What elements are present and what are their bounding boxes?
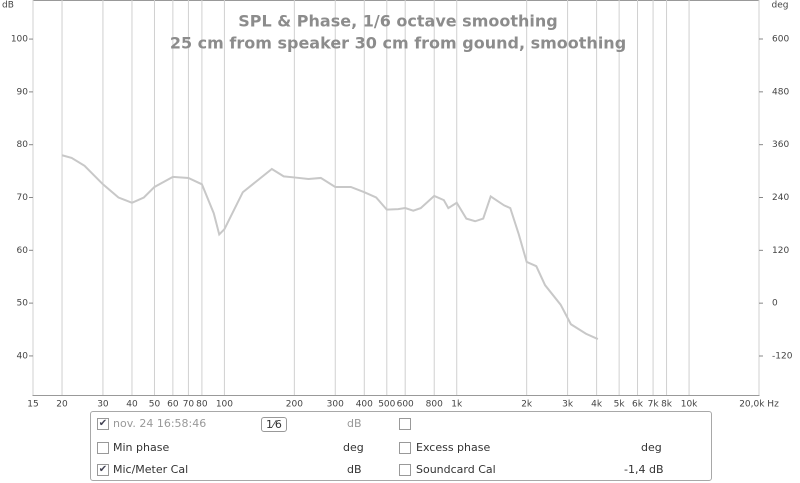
checkbox[interactable]: ✔ [97, 418, 109, 430]
checkbox[interactable] [399, 418, 411, 430]
data-line [61, 154, 599, 340]
unit: deg [343, 441, 364, 454]
y2-tick-label: 480 [772, 87, 789, 97]
y-tick-label: 70 [17, 193, 29, 203]
excess-phase-label: Excess phase [416, 441, 491, 454]
legend-panel: ✔ nov. 24 16:58:46 1⁄6 dB Min phase deg … [90, 411, 712, 481]
chart-title: SPL & Phase, 1/6 octave smoothing [238, 12, 557, 31]
checkbox[interactable] [399, 442, 411, 454]
y-tick-label: 60 [17, 246, 29, 256]
y2-tick-label: -120 [772, 351, 793, 361]
x-tick-label: 600 [397, 400, 414, 410]
x-tick-label: 8k [661, 400, 673, 410]
y-unit: dB [2, 1, 14, 11]
x-tick-label: 7k [648, 400, 660, 410]
min-phase-label: Min phase [113, 441, 170, 454]
x-tick-label: 15 [27, 400, 38, 410]
x-tick-label: 70 [183, 400, 195, 410]
y2-tick-label: 240 [772, 193, 789, 203]
x-tick-label: 50 [149, 400, 161, 410]
x-tick-label: 800 [426, 400, 443, 410]
y-tick-label: 80 [17, 140, 29, 150]
x-tick-label: 200 [286, 400, 303, 410]
x-tick-label: 3k [562, 400, 574, 410]
checkbox[interactable] [399, 464, 411, 476]
x-tick-label: 500 [378, 400, 395, 410]
x-tick-label: 6k [632, 400, 644, 410]
unit: dB [347, 463, 362, 476]
chart: SPL & Phase, 1/6 octave smoothing 25 cm … [2, 0, 793, 410]
mic-cal-label: Mic/Meter Cal [113, 463, 189, 476]
y2-tick-label: 600 [772, 35, 789, 45]
x-tick-label: 20,0k Hz [739, 400, 779, 410]
x-tick-label: 1k [451, 400, 463, 410]
y-tick-label: 40 [17, 351, 29, 361]
x-tick-label: 40 [126, 400, 138, 410]
unit: deg [641, 441, 662, 454]
x-tick-label: 30 [97, 400, 109, 410]
x-tick-label: 80 [196, 400, 208, 410]
unit: dB [347, 417, 362, 430]
checkbox[interactable] [97, 442, 109, 454]
measurement-label: nov. 24 16:58:46 [113, 417, 207, 430]
checkbox[interactable]: ✔ [97, 464, 109, 476]
smoothing-button[interactable]: 1⁄6 [261, 417, 287, 432]
x-tick-label: 100 [216, 400, 233, 410]
x-tick-label: 20 [56, 400, 68, 410]
soundcard-cal-label: Soundcard Cal [416, 463, 496, 476]
x-tick-label: 10k [681, 400, 698, 410]
x-tick-label: 2k [521, 400, 533, 410]
y2-tick-label: 0 [772, 299, 778, 309]
x-tick-label: 300 [327, 400, 344, 410]
y-tick-label: 90 [17, 87, 29, 97]
x-tick-label: 5k [614, 400, 626, 410]
x-tick-label: 4k [591, 400, 603, 410]
y2-unit: deg [772, 1, 789, 11]
x-tick-label: 60 [167, 400, 179, 410]
y-tick-label: 100 [11, 35, 28, 45]
y2-tick-label: 120 [772, 246, 789, 256]
x-tick-label: 400 [356, 400, 373, 410]
soundcard-cal-value: -1,4 dB [624, 463, 664, 476]
chart-subtitle: 25 cm from speaker 30 cm from gound, smo… [170, 34, 626, 53]
y2-tick-label: 360 [772, 140, 789, 150]
y-tick-label: 50 [17, 299, 29, 309]
